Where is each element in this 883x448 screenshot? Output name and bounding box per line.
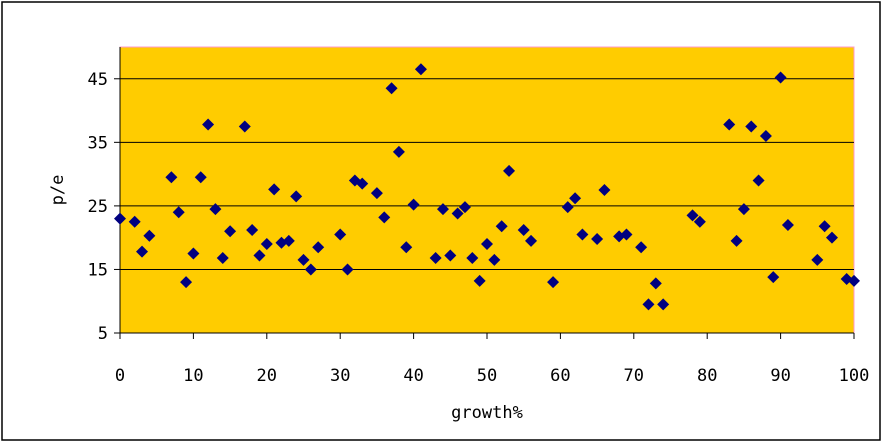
y-tick-label: 35 — [88, 133, 108, 153]
data-point — [290, 190, 303, 203]
data-point — [811, 253, 824, 266]
data-point — [517, 224, 530, 237]
y-tick-label: 15 — [88, 260, 108, 280]
data-point — [216, 252, 229, 265]
data-point — [642, 298, 655, 311]
x-tick-label: 10 — [183, 366, 203, 386]
data-point — [370, 187, 383, 200]
data-point — [414, 63, 427, 76]
data-point — [591, 232, 604, 245]
data-point — [253, 249, 266, 262]
data-point — [759, 129, 772, 142]
data-point — [312, 241, 325, 254]
axis-ticks — [114, 78, 855, 339]
data-point — [238, 120, 251, 133]
data-point — [282, 234, 295, 247]
data-point — [224, 225, 237, 238]
data-point — [569, 192, 582, 205]
data-point — [737, 203, 750, 216]
y-tick-label: 5 — [98, 324, 108, 344]
data-point — [686, 209, 699, 222]
tick-labels: 5 15 25 35 45 0 10 20 30 40 50 60 70 80 90 100 — [88, 70, 870, 386]
data-point — [172, 206, 185, 219]
data-point — [561, 201, 574, 214]
data-point — [774, 71, 787, 84]
data-point — [503, 164, 516, 177]
data-point — [194, 171, 207, 184]
data-point — [202, 118, 215, 131]
data-point — [547, 276, 560, 289]
data-point — [429, 252, 442, 265]
data-point — [385, 82, 398, 95]
x-tick-label: 50 — [477, 366, 497, 386]
x-tick-label: 100 — [839, 366, 870, 386]
data-point — [576, 228, 589, 241]
data-point — [598, 184, 611, 196]
data-point — [334, 228, 347, 241]
x-tick-label: 70 — [624, 366, 644, 386]
data-points — [114, 63, 860, 311]
data-point — [143, 229, 156, 242]
data-point — [187, 247, 200, 260]
data-point — [341, 263, 354, 276]
x-tick-label: 90 — [770, 366, 790, 386]
data-point — [495, 220, 508, 233]
data-point — [260, 238, 273, 251]
y-tick-label: 25 — [88, 197, 108, 217]
data-point — [209, 203, 222, 216]
data-point — [752, 174, 765, 187]
data-point — [657, 298, 670, 311]
data-point — [378, 211, 391, 224]
x-tick-label: 40 — [403, 366, 423, 386]
data-point — [745, 120, 758, 133]
y-tick-label: 45 — [88, 70, 108, 90]
data-point — [304, 263, 317, 276]
data-point — [136, 245, 149, 258]
data-point — [767, 271, 780, 284]
data-point — [525, 234, 538, 247]
x-axis-title: growth% — [451, 403, 523, 423]
data-point — [730, 234, 743, 247]
data-point — [114, 212, 126, 225]
data-point — [392, 145, 405, 158]
data-point — [635, 241, 648, 254]
data-point — [436, 203, 449, 216]
data-point — [825, 231, 838, 244]
x-tick-label: 20 — [257, 366, 277, 386]
data-point — [473, 274, 486, 287]
data-point — [481, 238, 493, 251]
data-point — [723, 118, 736, 131]
data-point — [781, 218, 794, 231]
data-point — [400, 241, 413, 254]
gridlines — [120, 78, 854, 270]
data-point — [356, 177, 369, 190]
data-point — [620, 228, 633, 241]
x-tick-label: 80 — [697, 366, 717, 386]
data-point — [466, 252, 479, 265]
data-point — [180, 276, 193, 289]
data-point — [128, 215, 141, 228]
data-point — [268, 183, 281, 196]
data-point — [488, 253, 501, 266]
plot-area — [119, 46, 855, 334]
x-tick-label: 0 — [115, 366, 125, 386]
data-point — [246, 224, 259, 237]
y-axis-title: p/e — [48, 175, 68, 206]
data-point — [693, 215, 706, 228]
data-point — [407, 198, 420, 211]
data-point — [818, 220, 831, 233]
data-point — [444, 249, 457, 262]
data-point — [458, 201, 471, 214]
data-point — [848, 274, 860, 287]
x-tick-label: 60 — [550, 366, 570, 386]
data-point — [165, 171, 178, 184]
data-point — [451, 207, 464, 220]
data-point — [297, 253, 310, 266]
x-tick-label: 30 — [330, 366, 350, 386]
data-point — [649, 277, 662, 290]
